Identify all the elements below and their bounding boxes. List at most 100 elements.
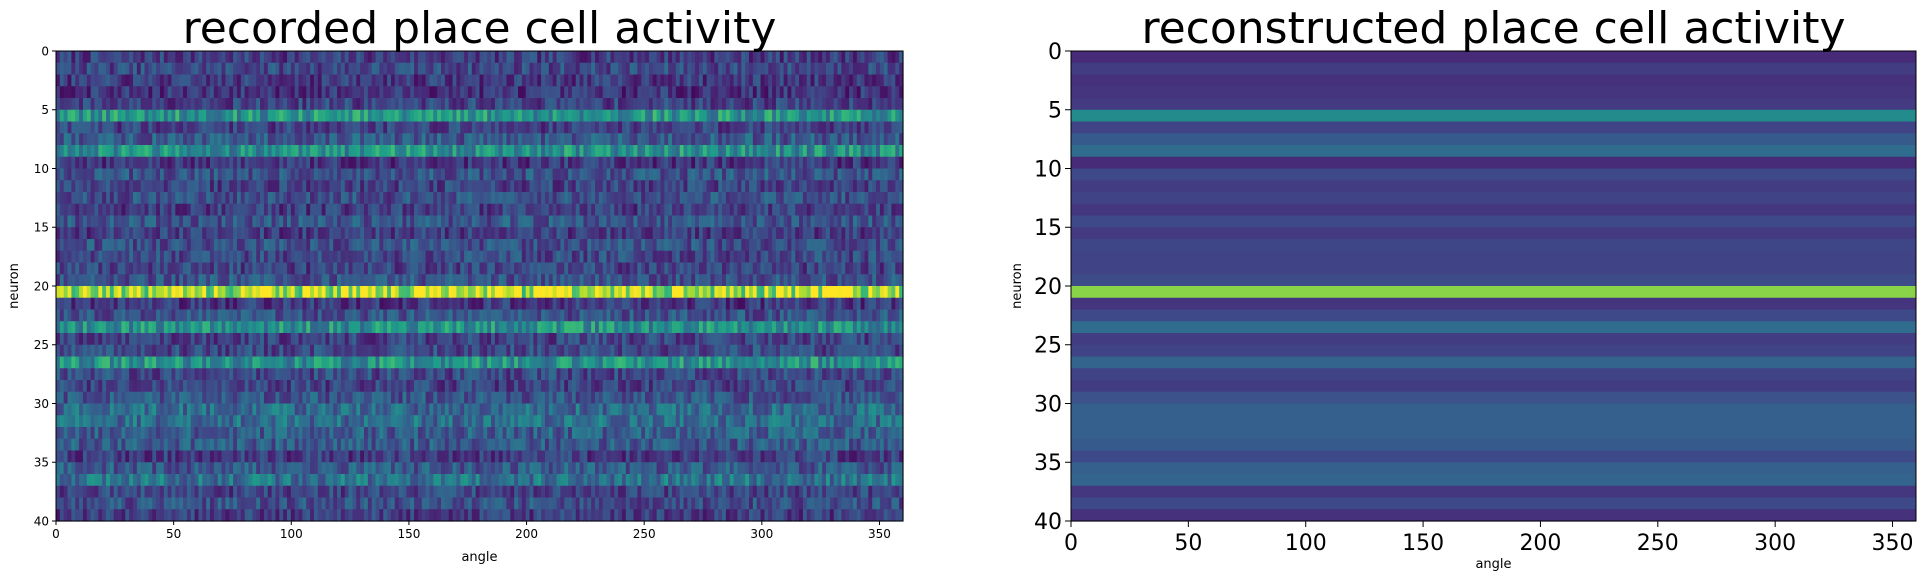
heatmap-cell xyxy=(583,274,588,287)
heatmap-cell xyxy=(706,297,712,311)
heatmap-cell xyxy=(283,192,288,205)
heatmap-cell xyxy=(833,51,839,64)
heatmap-cell xyxy=(171,309,176,322)
heatmap-cell xyxy=(171,192,176,205)
heatmap-cell xyxy=(518,262,523,275)
heatmap-cell xyxy=(564,121,569,134)
heatmap-cell xyxy=(321,192,327,205)
heatmap-cell xyxy=(136,215,142,228)
heatmap-cell xyxy=(714,297,719,311)
heatmap-cell xyxy=(864,133,869,146)
heatmap-cell xyxy=(129,121,134,134)
heatmap-cell xyxy=(802,133,808,146)
heatmap-cell xyxy=(383,239,388,252)
heatmap-cell xyxy=(737,239,742,252)
heatmap-cell xyxy=(544,227,550,240)
heatmap-cell xyxy=(895,227,900,240)
heatmap-cell xyxy=(614,133,619,146)
heatmap-cell xyxy=(313,74,319,87)
heatmap-cell xyxy=(829,297,835,311)
heatmap-cell xyxy=(144,203,149,217)
heatmap-cell xyxy=(337,168,342,181)
heatmap-cell xyxy=(375,286,380,299)
heatmap-cell xyxy=(375,168,380,181)
heatmap-cell xyxy=(394,309,400,322)
heatmap-cell xyxy=(417,227,423,240)
heatmap-cell xyxy=(856,262,862,275)
heatmap-cell xyxy=(629,297,635,311)
heatmap-cell xyxy=(394,133,400,146)
heatmap-cell xyxy=(502,109,508,123)
heatmap-cell xyxy=(749,297,754,311)
heatmap-cell xyxy=(109,274,115,287)
heatmap-cell xyxy=(402,239,407,252)
heatmap-cell xyxy=(521,62,527,76)
heatmap-cell xyxy=(452,297,457,311)
heatmap-cell xyxy=(210,133,215,146)
heatmap-cell xyxy=(575,74,581,87)
heatmap-cell xyxy=(587,192,592,205)
heatmap-cell xyxy=(317,168,323,181)
heatmap-cell xyxy=(290,86,296,99)
heatmap-cell xyxy=(290,250,296,264)
heatmap-cell xyxy=(417,74,423,87)
heatmap-cell xyxy=(656,62,662,76)
heatmap-cell xyxy=(722,86,727,99)
heatmap-cell xyxy=(271,62,277,76)
heatmap-cell xyxy=(117,309,123,322)
heatmap-cell xyxy=(514,274,519,287)
heatmap-cell xyxy=(390,145,396,158)
heatmap-cell xyxy=(706,168,712,181)
heatmap-cell xyxy=(852,62,858,76)
heatmap-cell xyxy=(67,227,72,240)
heatmap-cell xyxy=(252,74,257,87)
heatmap-cell xyxy=(86,250,92,264)
heatmap-cell xyxy=(745,168,750,181)
heatmap-cell xyxy=(633,133,638,146)
heatmap-cell xyxy=(541,86,546,99)
heatmap-cell xyxy=(90,109,96,123)
heatmap-cell xyxy=(795,262,800,275)
heatmap-cell xyxy=(683,239,688,252)
heatmap-cell xyxy=(548,286,554,299)
heatmap-cell xyxy=(876,297,881,311)
heatmap-cell xyxy=(502,286,508,299)
heatmap-cell xyxy=(533,239,538,252)
heatmap-cell xyxy=(675,274,681,287)
heatmap-cell xyxy=(691,51,696,64)
heatmap-cell xyxy=(298,227,303,240)
heatmap-cell xyxy=(171,145,176,158)
heatmap-cell xyxy=(206,133,211,146)
heatmap-cell xyxy=(340,215,346,228)
heatmap-cell xyxy=(772,168,777,181)
heatmap-cell xyxy=(702,262,708,275)
heatmap-cell xyxy=(629,203,635,217)
heatmap-cell xyxy=(233,250,238,264)
heatmap-cell xyxy=(775,203,781,217)
heatmap-cell xyxy=(387,145,392,158)
heatmap-cell xyxy=(310,203,315,217)
heatmap-cell xyxy=(702,203,708,217)
heatmap-cell xyxy=(691,192,696,205)
heatmap-cell xyxy=(429,309,434,322)
heatmap-cell xyxy=(583,250,588,264)
heatmap-cell xyxy=(625,262,631,275)
heatmap-cell xyxy=(113,227,119,240)
heatmap-cell xyxy=(606,62,611,76)
heatmap-cell xyxy=(260,215,265,228)
heatmap-cell xyxy=(406,309,411,322)
heatmap-cell xyxy=(109,74,115,87)
heatmap-cell xyxy=(833,86,839,99)
heatmap-cell xyxy=(148,98,153,111)
heatmap-cell xyxy=(618,156,623,170)
heatmap-cell xyxy=(156,98,161,111)
heatmap-cell xyxy=(799,86,804,99)
heatmap-cell xyxy=(267,262,273,275)
heatmap-cell xyxy=(360,86,365,99)
heatmap-cell xyxy=(868,192,873,205)
heatmap-cell xyxy=(260,250,265,264)
heatmap-cell xyxy=(695,227,700,240)
heatmap-cell xyxy=(625,203,631,217)
heatmap-cell xyxy=(518,192,523,205)
heatmap-cell xyxy=(618,309,623,322)
